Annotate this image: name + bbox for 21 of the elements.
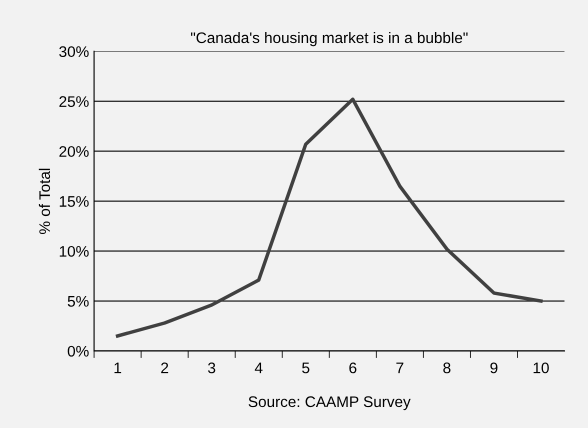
y-tick-label: 5% (68, 296, 89, 307)
y-tick-label: 25% (59, 96, 89, 107)
x-tick-label: 2 (161, 362, 168, 374)
y-tick-label: 20% (59, 146, 89, 157)
x-tick-label: 10 (534, 362, 549, 374)
chart-title: "Canada's housing market is in a bubble" (190, 32, 468, 46)
y-tick-label: 10% (60, 246, 89, 257)
y-axis-title: % of Total (38, 168, 50, 234)
x-tick-label: 7 (396, 362, 404, 374)
x-tick-label: 8 (443, 362, 450, 374)
y-tick-label: 15% (60, 196, 89, 207)
x-tick-label: 5 (302, 362, 310, 374)
source-note: Source: CAAMP Survey (248, 396, 411, 410)
y-tick-label: 30% (59, 46, 89, 58)
x-tick-label: 1 (114, 362, 122, 374)
x-tick-label: 3 (208, 362, 216, 374)
x-tick-label: 9 (490, 362, 498, 374)
line-series (116, 98, 543, 338)
x-tick-label: 4 (254, 362, 263, 374)
x-tick-label: 6 (349, 362, 356, 374)
y-tick-label: 0% (68, 346, 89, 357)
